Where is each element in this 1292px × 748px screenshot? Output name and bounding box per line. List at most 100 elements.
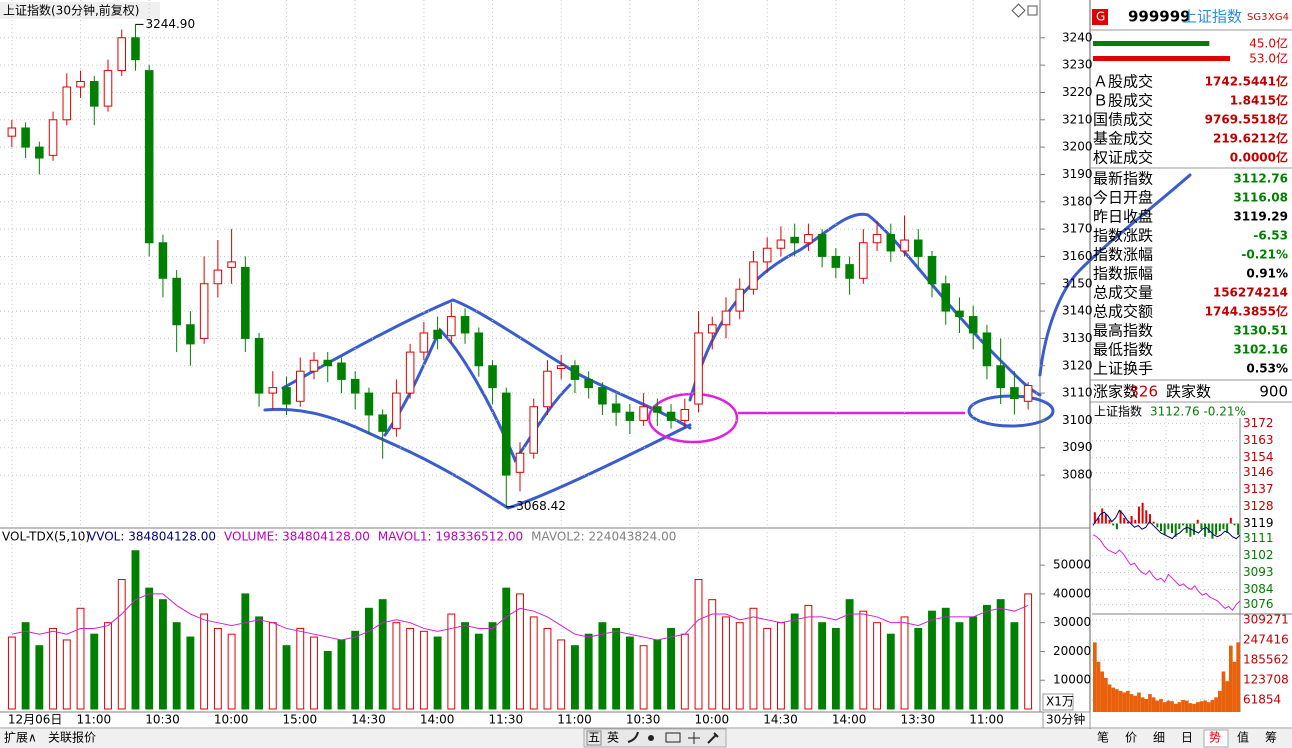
quote-tag: XG4 <box>1268 12 1289 23</box>
candle-body <box>392 392 401 430</box>
icon-square[interactable] <box>1027 5 1038 16</box>
quote-value: 0.0000亿 <box>1230 150 1288 165</box>
mini-volume-bar <box>1184 700 1189 712</box>
legend-label: MAVOL1: 198336512.00 <box>378 530 523 544</box>
candle-body <box>900 239 909 252</box>
drawn-line <box>1038 173 1192 377</box>
mini-y2-tick-label: 247416 <box>1243 632 1289 646</box>
ime-button[interactable]: 英 <box>607 731 619 745</box>
quote-label: 指数涨幅 <box>1093 246 1153 264</box>
tab[interactable]: 值 <box>1237 730 1249 745</box>
footer-tab[interactable]: 扩展∧ <box>4 731 37 745</box>
y-tick-label: 10000 <box>1053 673 1091 687</box>
volume-bar <box>241 593 250 710</box>
mini-volume-bar <box>1214 697 1218 712</box>
mini-volume-bar <box>1111 687 1116 712</box>
volume-bar <box>708 599 717 710</box>
mini-title: 上证指数 <box>1094 404 1142 419</box>
y-tick-label: 3180 <box>1062 194 1093 208</box>
volume-bar <box>392 622 401 710</box>
x-tick-label: 10:00 <box>214 713 249 727</box>
candle-body <box>460 316 470 334</box>
quote-icon <box>1092 9 1108 25</box>
quote-value: 0.53% <box>1246 362 1288 376</box>
tab[interactable]: 价 <box>1125 731 1137 745</box>
quote-label: 指数涨跌 <box>1093 227 1153 245</box>
mini-volume-bar <box>1100 671 1105 712</box>
period[interactable]: 30分钟 <box>1046 712 1085 727</box>
ime-icon[interactable] <box>688 732 700 744</box>
tab[interactable]: 日 <box>1181 731 1193 745</box>
volume-bar <box>310 636 318 710</box>
volume-bar <box>76 607 85 710</box>
mini-volume-bar <box>1126 690 1130 712</box>
quote-name: 上证指数 <box>1182 8 1242 26</box>
quote-value: 3130.51 <box>1233 324 1288 338</box>
y-tick-label: 3170 <box>1062 222 1093 236</box>
candle-body <box>309 359 319 372</box>
mini-volume-bar <box>1206 702 1211 712</box>
ime-button[interactable]: 五 <box>588 731 600 745</box>
footer-tab[interactable]: 关联报价 <box>48 730 96 745</box>
mini-volume-bar <box>1104 677 1108 712</box>
mini-y-tick-label: 3076 <box>1243 597 1274 611</box>
y-tick-label: 50000 <box>1053 558 1091 572</box>
quote-bar <box>1093 56 1230 61</box>
mini-volume-bar <box>1203 700 1207 712</box>
candle-body <box>680 408 690 421</box>
mini-y-tick-label: 3154 <box>1243 450 1274 464</box>
tab[interactable]: 细 <box>1153 731 1165 745</box>
ime-icon[interactable] <box>707 732 719 744</box>
candle-body <box>694 332 703 405</box>
tab[interactable]: 笔 <box>1097 730 1109 745</box>
x-tick-label: 15:00 <box>283 713 318 727</box>
mini-volume-bar <box>1221 671 1226 712</box>
ime-icon[interactable] <box>648 735 654 741</box>
volume-bar <box>1024 593 1033 710</box>
icon-diamond[interactable] <box>1011 3 1026 18</box>
y-tick-label: 3210 <box>1062 112 1093 126</box>
quote-value: 0.91% <box>1246 267 1288 281</box>
y-tick-label: 3130 <box>1062 331 1093 345</box>
quote-code: 999999 <box>1128 8 1191 26</box>
candle-body <box>282 387 291 405</box>
quote-value: -6.53 <box>1253 229 1288 243</box>
volume-bar <box>543 627 552 710</box>
volume-bar <box>35 645 44 710</box>
volume-bar <box>859 610 868 710</box>
ime-icon[interactable] <box>627 731 639 743</box>
volume-bar <box>900 616 909 710</box>
quote-label: 基金成交 <box>1093 130 1153 148</box>
breadth-text: 涨家数 <box>1093 383 1138 401</box>
tab[interactable]: 筹 <box>1265 731 1277 745</box>
indicator-title: VOL-TDX(5,10) <box>2 530 90 544</box>
candle-body <box>968 316 978 334</box>
quote-value: 9769.5518亿 <box>1205 112 1288 127</box>
breadth-text: 900 <box>1259 383 1288 401</box>
ime-icon[interactable] <box>665 732 681 743</box>
volume-bar <box>461 622 469 710</box>
candle-body <box>707 324 717 334</box>
x-tick-label: 13:30 <box>901 713 936 727</box>
candle-body <box>584 378 593 389</box>
candle-body <box>982 332 992 367</box>
mini-y2-tick-label: 309271 <box>1243 612 1289 626</box>
mini-volume-bar <box>1133 695 1138 712</box>
candle-body <box>790 236 799 244</box>
volume-bar <box>694 579 703 710</box>
tab[interactable]: 势 <box>1209 731 1221 745</box>
candle-body <box>625 411 635 421</box>
candle-body <box>241 266 250 339</box>
candle-body <box>21 127 30 148</box>
breadth-text: 326 <box>1129 383 1158 401</box>
x-tick-label: 10:30 <box>145 713 180 727</box>
drawn-ellipse <box>647 392 739 444</box>
candle-body <box>941 283 951 312</box>
mini-y2-tick-label: 185562 <box>1243 652 1289 666</box>
candle-body <box>89 81 99 107</box>
candle-body <box>749 261 758 290</box>
mini-volume-bar <box>1107 684 1112 712</box>
mini-volume-bar <box>1170 701 1174 712</box>
